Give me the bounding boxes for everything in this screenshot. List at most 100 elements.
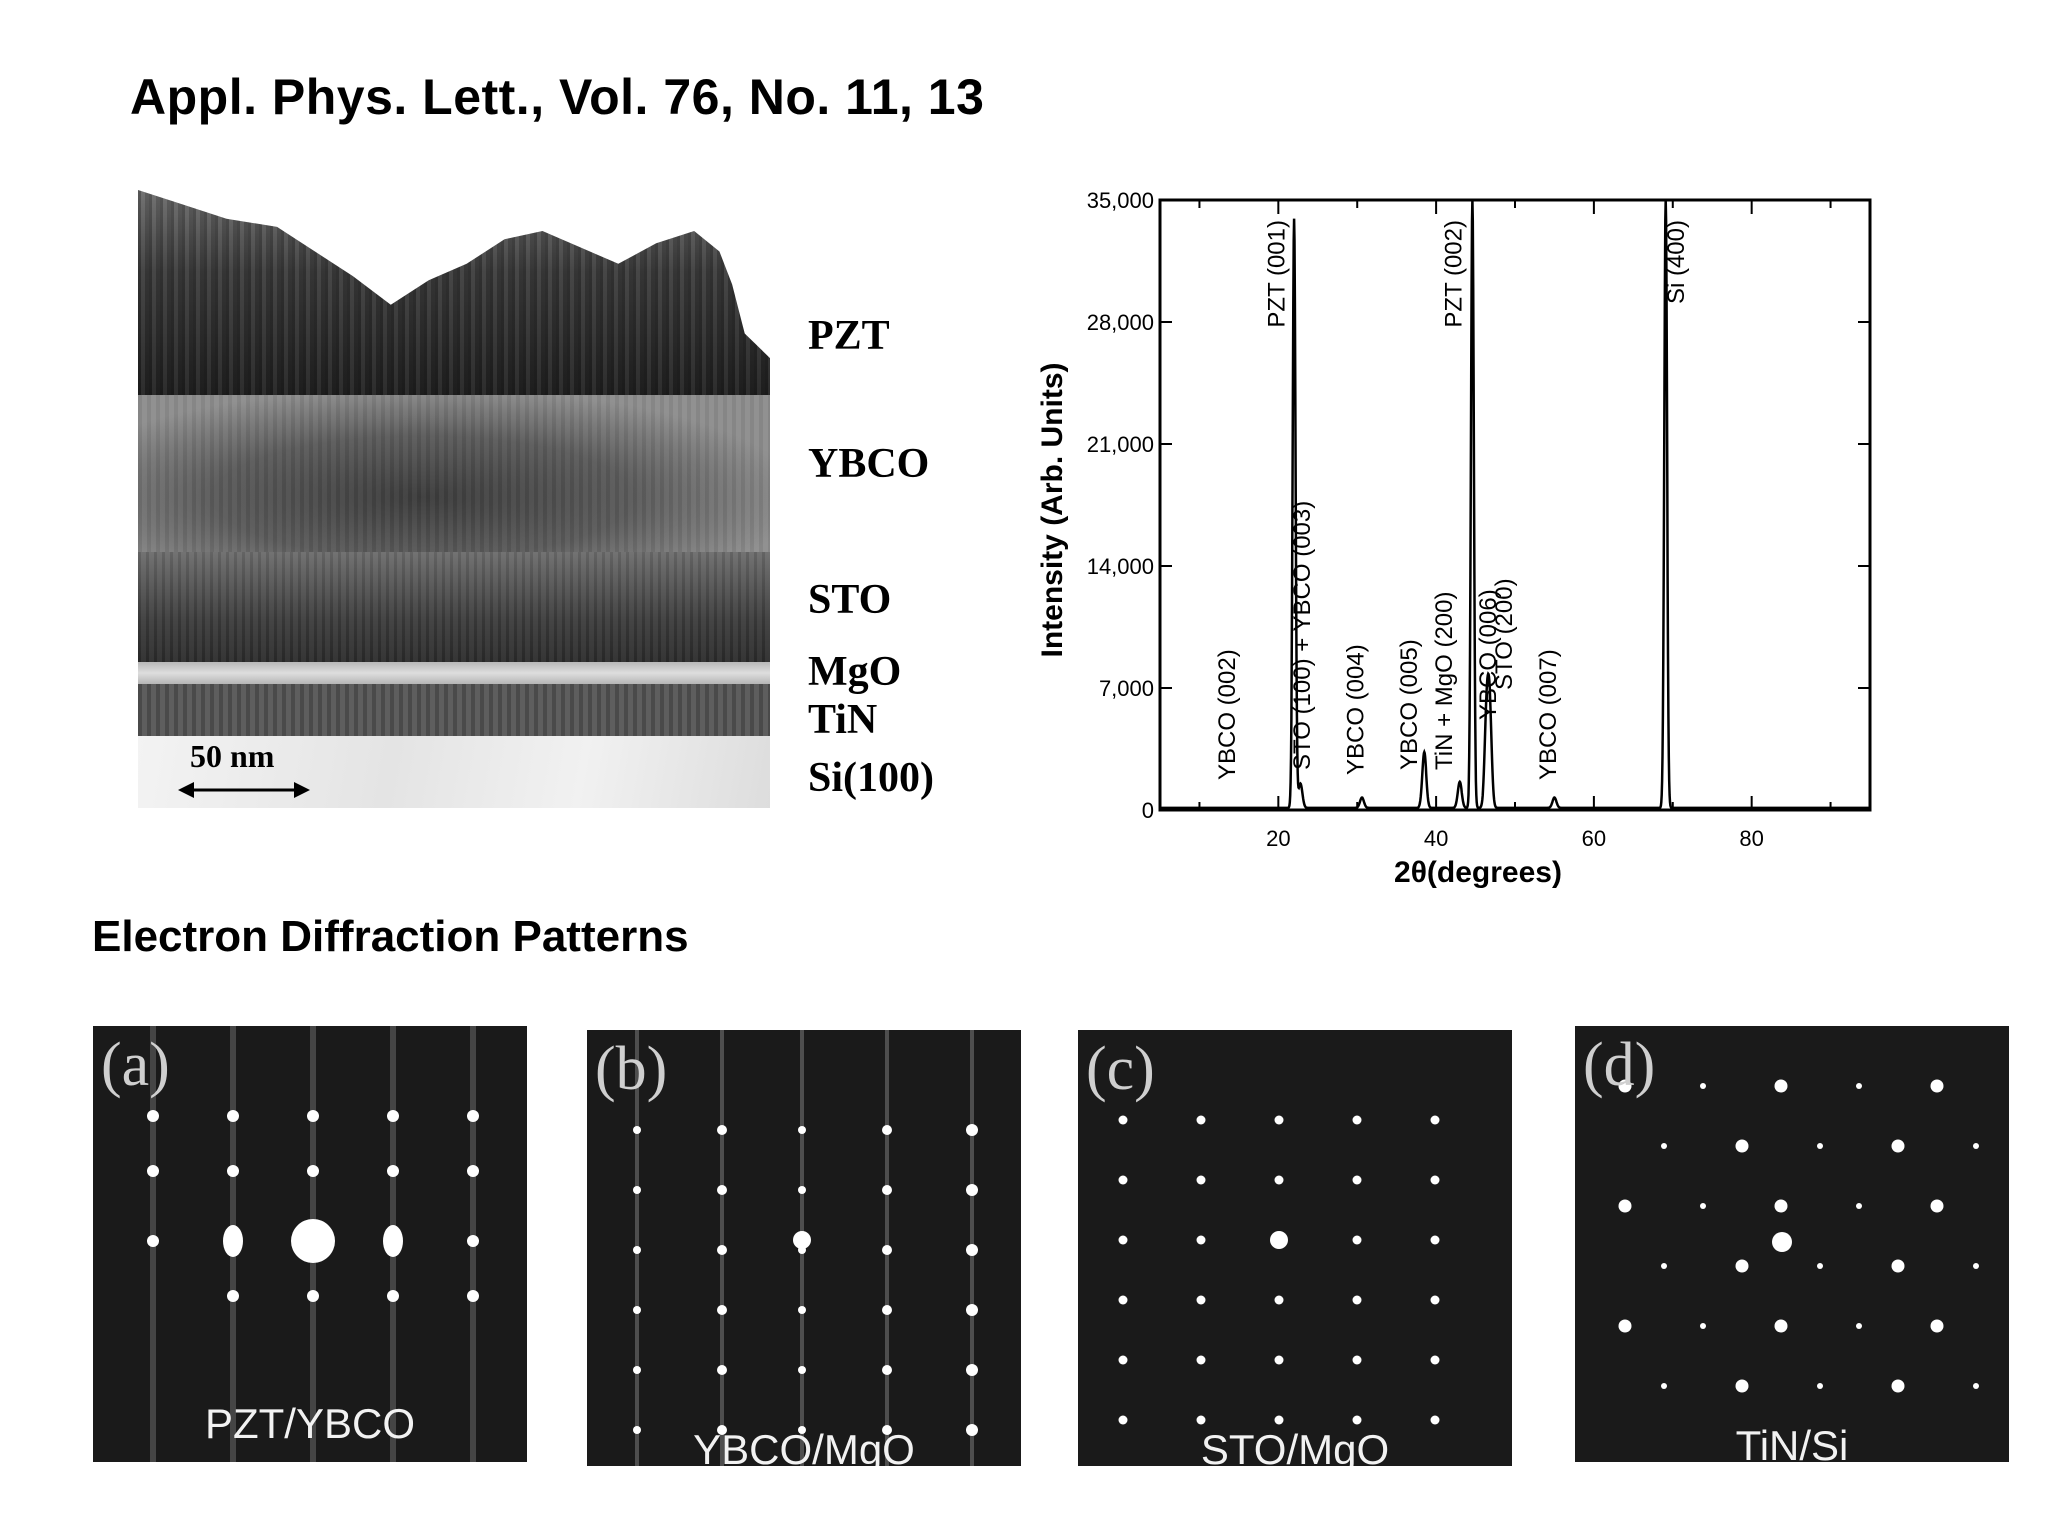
diffraction-spot [1352,1115,1362,1125]
layer-label-sto: STO [808,577,892,623]
chart-y-axis-label: Intensity (Arb. Units) [1036,362,1069,657]
diffraction-spot [1774,1319,1788,1333]
central-spot [291,1219,335,1263]
xrd-chart: 0 7,000 14,000 21,000 28,000 35,000 20 40 60 80 Y… [1036,188,1872,889]
y-tick-label: 35,000 [1087,188,1154,213]
diffraction-spot [1196,1355,1206,1365]
diffraction-spot [1700,1083,1706,1089]
diffraction-pattern-a [147,1026,479,1462]
peak-annotation: PZT (002) [1440,220,1467,328]
diffraction-spot [1196,1175,1206,1185]
panel-caption: PZT/YBCO [204,1400,416,1447]
layer-label-si: Si(100) [808,755,934,801]
diffraction-spot [307,1290,319,1302]
diffraction-spot [1817,1263,1823,1269]
scale-bar-label: 50 nm [190,738,275,774]
citation-header: Appl. Phys. Lett., Vol. 76, No. 11, 13 [130,69,985,125]
diffraction-spot [717,1245,727,1255]
diffraction-spot [798,1426,806,1434]
diffraction-spot [227,1165,239,1177]
diffraction-spot [1930,1319,1944,1333]
y-tick-label: 7,000 [1099,676,1154,701]
diffraction-spot [717,1305,727,1315]
layer-label-mgo: MgO [808,649,902,695]
peak-annotation: YBCO (005) [1396,639,1423,770]
layer-label-tin: TiN [808,697,878,743]
y-tick-label: 21,000 [1087,432,1154,457]
x-tick-label: 20 [1266,826,1290,851]
diffraction-spot [1118,1295,1128,1305]
diffraction-spot [1118,1235,1128,1245]
peak-annotation: YBCO (004) [1343,644,1370,775]
diffraction-spot [1430,1175,1440,1185]
diffraction-spot [1735,1259,1749,1273]
diffraction-spot [633,1126,641,1134]
diffraction-spot [798,1186,806,1194]
panel-letter: (b) [595,1035,668,1103]
diffraction-spot [467,1110,479,1122]
diffraction-spot [882,1245,892,1255]
diffraction-spot [882,1125,892,1135]
diffraction-spot [798,1126,806,1134]
si-substrate [138,736,770,808]
layer-label-ybco: YBCO [808,441,930,487]
diffraction-spot [1430,1295,1440,1305]
diffraction-spot [798,1366,806,1374]
panel-caption: YBCO/MgO [693,1426,915,1466]
panel-letter: (d) [1583,1031,1656,1099]
diffraction-spot [227,1110,239,1122]
panel-letter: (a) [101,1031,170,1099]
diffraction-spot [467,1235,479,1247]
diffraction-spot [1661,1143,1667,1149]
diffraction-spot [1973,1143,1979,1149]
chart-trace [1160,199,1870,810]
ybco-layer [138,395,770,552]
diffraction-spot [147,1235,159,1247]
diffraction-spot [1430,1355,1440,1365]
diffraction-spot [633,1246,641,1254]
peak-annotation: YBCO (007) [1535,649,1562,780]
diffraction-spot [147,1110,159,1122]
chart-annotations: YBCO (002) PZT (001) STO (100) + YBCO (003… [1214,220,1690,780]
diffraction-spot [1817,1383,1823,1389]
panel-caption: STO/MgO [1200,1426,1390,1466]
tin-layer [138,684,770,736]
diffraction-spot [1856,1083,1862,1089]
x-tick-label: 60 [1582,826,1606,851]
diffraction-pattern-d [1618,1079,1979,1393]
diffraction-spot [966,1184,978,1196]
tem-cross-section-image [138,190,770,808]
peak-annotation: TiN + MgO (200) [1431,592,1458,771]
diffraction-panel-a: (a) PZT/YBCO [93,1026,527,1462]
diffraction-spot [387,1165,399,1177]
diffraction-spot [882,1425,892,1435]
diffraction-panel-c: (c) STO/MgO [1078,1030,1512,1466]
diffraction-spot [1618,1079,1632,1093]
diffraction-spot [882,1305,892,1315]
diffraction-spot [633,1366,641,1374]
diffraction-spot [223,1225,243,1257]
diffraction-spot [882,1365,892,1375]
layer-label-pzt: PZT [808,313,890,359]
diffraction-pattern-b [633,1030,978,1466]
diffraction-spot [633,1186,641,1194]
diffraction-spot [1817,1143,1823,1149]
diffraction-spot [227,1290,239,1302]
diffraction-spot [1618,1199,1632,1213]
diffraction-spot [633,1306,641,1314]
central-spot [1270,1231,1288,1249]
diffraction-panel-b: (b) YBCO/MgO [587,1030,1021,1466]
diffraction-spot [147,1165,159,1177]
y-tick-label: 14,000 [1087,554,1154,579]
y-tick-label: 0 [1142,798,1154,823]
chart-axis-ticks: 0 7,000 14,000 21,000 28,000 35,000 20 40 60 80 [1087,188,1870,851]
diffraction-spot [1973,1383,1979,1389]
diffraction-spot [1856,1323,1862,1329]
diffraction-spot [633,1426,641,1434]
diffraction-spot [717,1185,727,1195]
diffraction-spot [1352,1235,1362,1245]
diffraction-spot [1196,1415,1206,1425]
diffraction-spot [1700,1323,1706,1329]
mgo-layer [138,662,770,684]
diffraction-spot [717,1425,727,1435]
